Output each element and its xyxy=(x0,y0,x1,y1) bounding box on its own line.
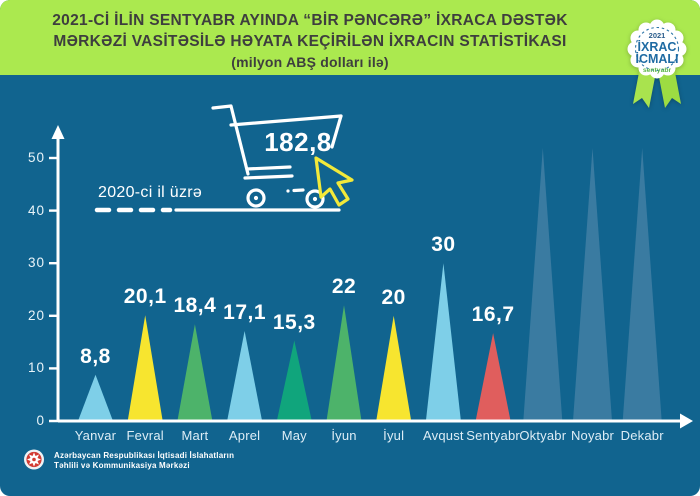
bar-series xyxy=(78,148,662,421)
y-label-30: 30 xyxy=(27,255,45,271)
title-subtitle: (milyon ABŞ dolları ilə) xyxy=(231,54,389,70)
cart-annotation xyxy=(94,104,354,213)
y-axis-arrow-icon xyxy=(51,125,65,139)
y-label-10: 10 xyxy=(27,360,45,376)
page-title: 2021-Cİ İLİN SENTYABR AYINDA “BİR PƏNCƏR… xyxy=(36,10,584,72)
badge-year: 2021 xyxy=(649,31,666,40)
axes xyxy=(49,125,693,429)
badge-face xyxy=(631,23,683,75)
bar-i̇yun xyxy=(326,305,362,421)
bar-dekabr xyxy=(622,148,662,421)
value-label-i̇yul: 20 xyxy=(381,285,406,309)
x-label-may: May xyxy=(281,428,307,443)
bar-sentyabr xyxy=(475,333,511,421)
x-label-i̇yul: İyul xyxy=(383,428,405,443)
x-label-sentyabr: Sentyabr xyxy=(466,428,520,443)
y-label-50: 50 xyxy=(27,150,45,165)
badge-month: sentyabr xyxy=(643,67,672,74)
value-label-may: 15,3 xyxy=(272,310,316,334)
cursor-icon xyxy=(314,156,354,207)
y-label-40: 40 xyxy=(27,202,45,218)
y-label-20: 20 xyxy=(27,307,45,323)
value-label-aprel: 17,1 xyxy=(223,301,267,325)
badge-inner-border xyxy=(634,26,680,72)
header-band xyxy=(0,0,700,75)
cart-value-label: 182,8 xyxy=(264,127,332,157)
bar-noyabr xyxy=(573,148,612,421)
title-line-1: 2021-Cİ İLİN SENTYABR AYINDA “BİR PƏNCƏR… xyxy=(52,12,568,29)
x-label-i̇yun: İyun xyxy=(331,428,357,443)
bar-fevral xyxy=(127,315,163,421)
bar-mart xyxy=(177,324,213,421)
x-label-aprel: Aprel xyxy=(228,428,261,443)
title-line-2: MƏRKƏZİ VASİTƏSİLƏ HƏYATA KEÇİRİLƏN İXRA… xyxy=(53,33,567,50)
state-emblem-icon xyxy=(24,449,44,470)
footer: Azərbaycan Respublikası İqtisadi İslahat… xyxy=(22,448,234,474)
x-label-noyabr: Noyabr xyxy=(570,428,615,443)
shopping-cart-icon xyxy=(211,104,343,209)
bar-aprel xyxy=(227,331,263,421)
badge-title-2: İCMALI xyxy=(635,51,678,66)
bar-yanvar xyxy=(78,374,113,421)
value-label-mart: 18,4 xyxy=(173,294,217,318)
value-label-yanvar: 8,8 xyxy=(80,344,111,368)
x-label-avqust: Avqust xyxy=(423,428,464,443)
badge-ribbons-icon xyxy=(633,67,681,108)
bar-avqust xyxy=(425,263,461,421)
badge-title-1: İXRAC xyxy=(638,39,677,54)
value-label-avqust: 30 xyxy=(431,233,456,257)
value-label-i̇yun: 22 xyxy=(331,275,357,299)
y-label-0: 0 xyxy=(36,413,45,428)
x-label-dekabr: Dekabr xyxy=(620,428,664,443)
footer-org-name: Azərbaycan Respublikası İqtisadi İslahat… xyxy=(54,451,234,472)
bar-i̇yul xyxy=(376,315,412,421)
footer-org-line-2: Təhlili və Kommunikasiya Mərkəzi xyxy=(54,461,190,470)
value-label-sentyabr: 16,7 xyxy=(471,303,515,327)
x-label-yanvar: Yanvar xyxy=(74,428,117,443)
x-axis-arrow-icon xyxy=(680,413,693,429)
bar-may xyxy=(276,340,312,421)
x-label-fevral: Fevral xyxy=(126,428,164,443)
year-badge: 2021 İXRAC İCMALI sentyabr xyxy=(627,19,687,108)
cart-note-label: 2020-ci il üzrə xyxy=(98,184,203,201)
bar-oktyabr xyxy=(523,148,563,421)
x-label-oktyabr: Oktyabr xyxy=(519,428,567,443)
x-label-mart: Mart xyxy=(181,428,209,443)
footer-org-line-1: Azərbaycan Respublikası İqtisadi İslahat… xyxy=(54,450,235,460)
value-label-fevral: 20,1 xyxy=(123,285,167,309)
